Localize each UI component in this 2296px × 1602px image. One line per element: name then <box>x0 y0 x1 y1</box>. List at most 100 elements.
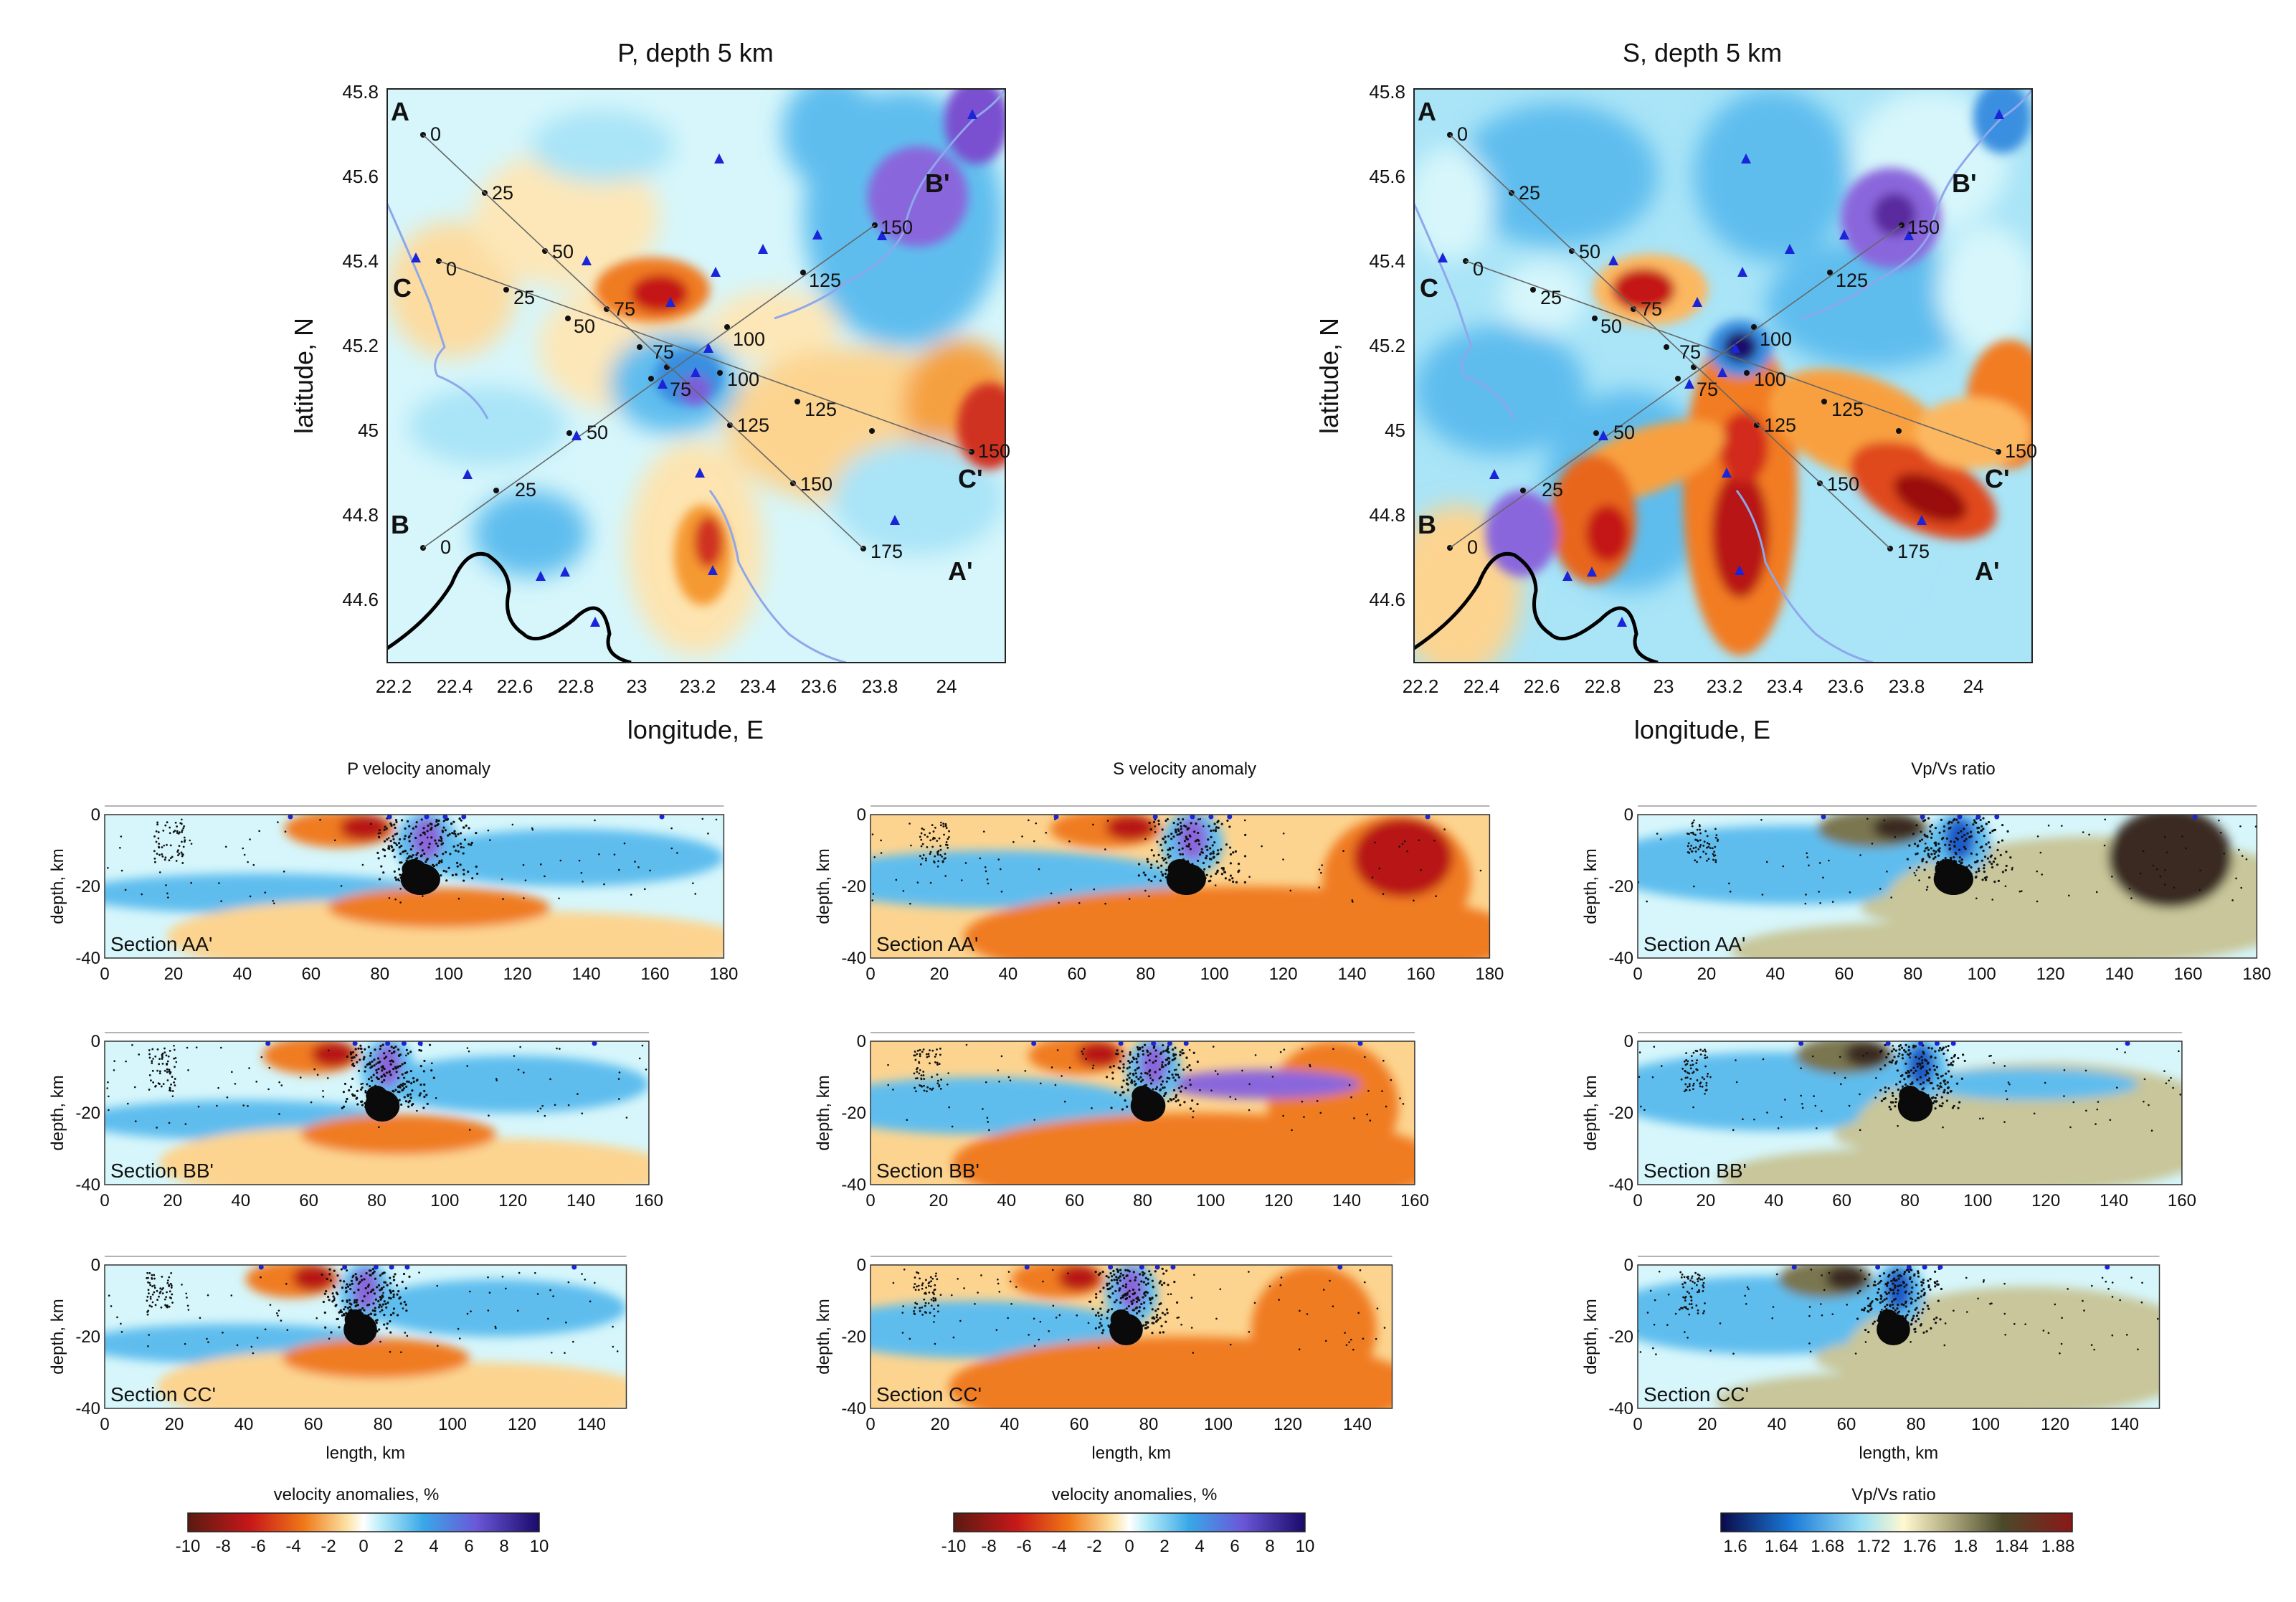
xtick: 40 <box>1766 964 1785 984</box>
xtick: 120 <box>2041 1415 2069 1434</box>
xtick: 23.2 <box>1707 676 1743 697</box>
xtick: 40 <box>997 1191 1016 1210</box>
xtick: 23.8 <box>1889 676 1925 697</box>
colorbar-tick: -10 <box>941 1537 967 1556</box>
stations <box>1031 1041 1363 1046</box>
xtick: 140 <box>577 1415 606 1434</box>
ytick: 0 <box>857 1256 866 1275</box>
xtick: 23 <box>1654 676 1674 697</box>
stations <box>288 815 665 820</box>
stations <box>1821 815 2198 820</box>
xtick: 23.4 <box>740 676 777 697</box>
xtick: 20 <box>1698 1415 1717 1434</box>
ytick: 45.6 <box>342 166 379 187</box>
mark-b-75: 75 <box>1697 379 1718 400</box>
xtick: 22.8 <box>558 676 594 697</box>
ytick: -40 <box>1608 1399 1633 1418</box>
ytick: -20 <box>841 877 866 896</box>
colorbar-tick: -6 <box>250 1537 265 1556</box>
colorbar-tick: 1.88 <box>2041 1537 2075 1556</box>
ytick: 45 <box>1385 420 1405 441</box>
section-xlabel: length, km <box>1859 1444 1938 1463</box>
xtick: 140 <box>572 964 601 984</box>
xtick: 23.6 <box>801 676 838 697</box>
xtick: 160 <box>2173 964 2202 984</box>
mark-a-125: 125 <box>1764 414 1796 436</box>
xtick: 0 <box>865 1415 875 1434</box>
colorbar-tick: 0 <box>1124 1537 1134 1556</box>
xtick: 40 <box>233 964 252 984</box>
xtick: 120 <box>503 964 532 984</box>
xtick: 120 <box>1269 964 1298 984</box>
mark-c-100: 100 <box>727 369 759 390</box>
colorbar-tick: -8 <box>215 1537 230 1556</box>
xtick: 22.4 <box>1464 676 1500 697</box>
section-label: Section AA' <box>110 933 212 955</box>
events <box>108 1268 619 1355</box>
ytick: -40 <box>75 1175 100 1195</box>
ytick: 44.8 <box>342 504 379 526</box>
colorbar-tick: 1.84 <box>1995 1537 2029 1556</box>
section-label: Section AA' <box>1643 933 1745 955</box>
mark-a-0: 0 <box>430 123 441 145</box>
map-p-label-a: A <box>391 97 409 126</box>
stations <box>265 1041 597 1046</box>
colorbar-s-ticks: -10 -8 -6 -4 -2 0 2 4 6 8 10 <box>941 1537 1315 1556</box>
map-p-label-b-prime: B' <box>925 169 950 198</box>
xtick: 140 <box>1343 1415 1372 1434</box>
xtick: 140 <box>2105 964 2134 984</box>
mark-c-25: 25 <box>513 287 535 308</box>
ytick: 44.6 <box>342 589 379 610</box>
mark-b-150: 150 <box>881 217 913 238</box>
xtick: 20 <box>164 964 184 984</box>
map-p-xlabel: longitude, E <box>627 715 764 744</box>
col-title-p: P velocity anomaly <box>347 759 490 779</box>
ytick: -40 <box>75 1399 100 1418</box>
ytick: 0 <box>857 805 866 825</box>
map-p-label-c: C <box>393 273 412 303</box>
xtick: 120 <box>2036 964 2065 984</box>
section-ylabel: depth, km <box>48 1299 67 1374</box>
colorbar-p-title: velocity anomalies, % <box>274 1485 440 1504</box>
ytick: 45.8 <box>342 81 379 103</box>
mark-a-150: 150 <box>1827 473 1859 495</box>
xtick: 80 <box>1900 1191 1920 1210</box>
mark-c-50: 50 <box>574 316 595 337</box>
colorbar-tick: -10 <box>176 1537 201 1556</box>
xtick: 40 <box>999 964 1018 984</box>
ytick: 45.6 <box>1369 166 1405 187</box>
ytick: -20 <box>75 877 100 896</box>
xtick: 80 <box>1907 1415 1926 1434</box>
map-p-profile-marks: 0 25 50 75 125 150 175 0 25 50 75 100 12… <box>430 123 1010 562</box>
xtick: 24 <box>1963 676 1984 697</box>
section-ylabel: depth, km <box>814 848 833 924</box>
ytick: -20 <box>1608 877 1633 896</box>
xtick: 40 <box>1764 1191 1783 1210</box>
xtick: 140 <box>2100 1191 2128 1210</box>
colorbar-tick: 0 <box>359 1537 368 1556</box>
map-s-label-a-prime: A' <box>1975 556 2000 586</box>
colorbar-s-title: velocity anomalies, % <box>1052 1485 1218 1504</box>
colorbar-tick: -4 <box>1051 1537 1066 1556</box>
xtick: 100 <box>1204 1415 1233 1434</box>
mark-b-25: 25 <box>1542 479 1563 501</box>
section-label: Section CC' <box>876 1383 982 1406</box>
xtick: 180 <box>709 964 738 984</box>
map-s-ylabel: latitude, N <box>1314 318 1344 434</box>
xtick: 22.6 <box>1524 676 1560 697</box>
stations <box>1024 1265 1343 1270</box>
mark-c-50: 50 <box>1600 316 1622 337</box>
xtick: 23.6 <box>1828 676 1864 697</box>
colorbar-tick: 4 <box>429 1537 438 1556</box>
map-p-yticks: 45.8 45.6 45.4 45.2 45 44.8 44.6 <box>342 81 379 610</box>
mark-b-25: 25 <box>515 479 536 501</box>
xtick: 20 <box>929 1191 949 1210</box>
mark-a-125: 125 <box>737 414 769 436</box>
mark-b-50: 50 <box>1613 422 1635 443</box>
map-s-title: S, depth 5 km <box>1623 38 1782 67</box>
map-p-label-b: B <box>391 510 409 539</box>
xtick: 120 <box>508 1415 536 1434</box>
ytick: -20 <box>75 1327 100 1347</box>
ytick: 0 <box>1624 1032 1633 1051</box>
